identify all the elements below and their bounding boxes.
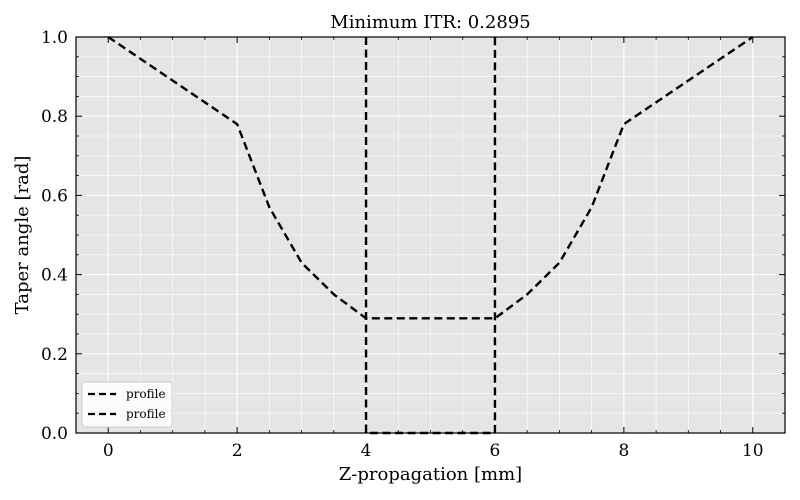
grid-lines: [75, 36, 786, 434]
y-axis-label: Taper angle [rad]: [12, 156, 33, 315]
x-tick-label: 8: [618, 441, 629, 461]
y-tick-label: 0.6: [41, 186, 68, 206]
y-tick-label: 1.0: [41, 28, 68, 48]
x-axis-label: Z-propagation [mm]: [339, 464, 522, 485]
x-tick-label: 0: [103, 441, 114, 461]
y-tick-label: 0.0: [41, 424, 68, 444]
y-tick-label: 0.2: [41, 345, 68, 365]
x-tick-label: 6: [490, 441, 501, 461]
legend: profile profile: [81, 381, 173, 428]
series-line-1: [107, 36, 754, 320]
legend-label-2: profile: [126, 407, 166, 421]
x-tick-label: 4: [361, 441, 372, 461]
y-tick-label: 0.8: [41, 107, 68, 127]
y-tick-label: 0.4: [41, 266, 68, 286]
series-lines: [107, 36, 754, 435]
axis-ticks: 0 2 4 6 8 10 0.0 0.2 0.4 0.6 0.8 1.0: [41, 28, 786, 461]
x-tick-label: 10: [742, 441, 764, 461]
x-tick-label: 2: [232, 441, 243, 461]
chart-title: Minimum ITR: 0.2895: [330, 12, 530, 33]
legend-label-1: profile: [126, 387, 166, 401]
